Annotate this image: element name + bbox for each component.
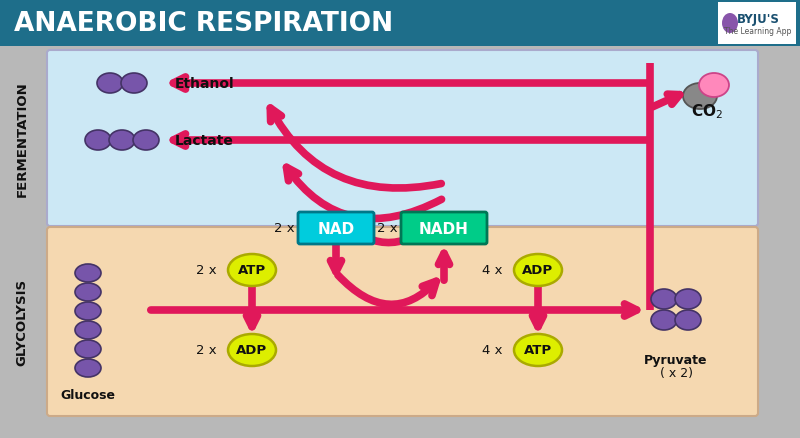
Ellipse shape bbox=[75, 283, 101, 301]
FancyBboxPatch shape bbox=[401, 212, 487, 244]
Ellipse shape bbox=[75, 340, 101, 358]
Ellipse shape bbox=[514, 254, 562, 286]
Ellipse shape bbox=[228, 334, 276, 366]
FancyBboxPatch shape bbox=[298, 212, 374, 244]
Text: 4 x: 4 x bbox=[482, 344, 502, 357]
Text: ANAEROBIC RESPIRATION: ANAEROBIC RESPIRATION bbox=[14, 11, 393, 37]
Ellipse shape bbox=[85, 131, 111, 151]
Text: ATP: ATP bbox=[524, 344, 552, 357]
Ellipse shape bbox=[121, 74, 147, 94]
Text: 2 x: 2 x bbox=[196, 264, 217, 277]
Ellipse shape bbox=[75, 265, 101, 283]
FancyBboxPatch shape bbox=[47, 51, 758, 226]
Text: ADP: ADP bbox=[237, 344, 267, 357]
Text: Glucose: Glucose bbox=[61, 389, 115, 402]
Text: NAD: NAD bbox=[318, 221, 354, 236]
Text: Ethanol: Ethanol bbox=[175, 77, 234, 91]
Ellipse shape bbox=[75, 321, 101, 339]
Text: ( x 2): ( x 2) bbox=[659, 367, 693, 380]
FancyBboxPatch shape bbox=[718, 3, 796, 45]
Text: ADP: ADP bbox=[522, 264, 554, 277]
Ellipse shape bbox=[133, 131, 159, 151]
Ellipse shape bbox=[514, 334, 562, 366]
Text: CO$_2$: CO$_2$ bbox=[691, 102, 723, 121]
Text: 2 x: 2 x bbox=[274, 222, 295, 235]
Ellipse shape bbox=[651, 290, 677, 309]
Ellipse shape bbox=[109, 131, 135, 151]
Text: Lactate: Lactate bbox=[175, 134, 234, 148]
Ellipse shape bbox=[75, 302, 101, 320]
Ellipse shape bbox=[228, 254, 276, 286]
Text: 2 x: 2 x bbox=[196, 344, 217, 357]
Ellipse shape bbox=[722, 14, 738, 34]
Text: BYJU'S: BYJU'S bbox=[737, 12, 779, 25]
Ellipse shape bbox=[675, 310, 701, 330]
Ellipse shape bbox=[75, 359, 101, 377]
Text: GLYCOLYSIS: GLYCOLYSIS bbox=[15, 278, 29, 365]
Text: NADH: NADH bbox=[419, 221, 469, 236]
Text: FERMENTATION: FERMENTATION bbox=[15, 81, 29, 196]
FancyBboxPatch shape bbox=[0, 0, 800, 47]
Ellipse shape bbox=[675, 290, 701, 309]
Text: 4 x: 4 x bbox=[482, 264, 502, 277]
Text: ATP: ATP bbox=[238, 264, 266, 277]
Text: 2 x: 2 x bbox=[378, 222, 398, 235]
Text: Pyruvate: Pyruvate bbox=[644, 354, 708, 367]
Text: The Learning App: The Learning App bbox=[724, 26, 792, 35]
Ellipse shape bbox=[699, 74, 729, 98]
Ellipse shape bbox=[683, 84, 717, 110]
FancyBboxPatch shape bbox=[47, 227, 758, 416]
Ellipse shape bbox=[97, 74, 123, 94]
Ellipse shape bbox=[651, 310, 677, 330]
